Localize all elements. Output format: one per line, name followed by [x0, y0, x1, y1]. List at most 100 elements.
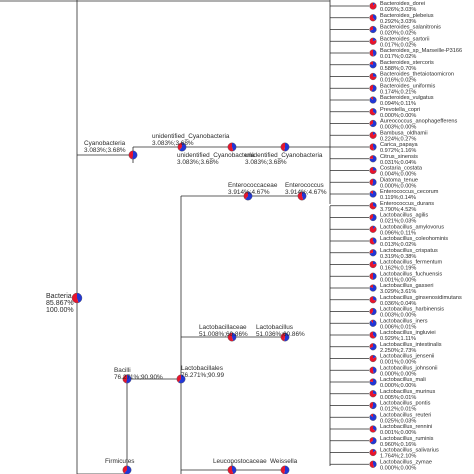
pie-slice: [373, 143, 377, 151]
pie-outline: [369, 331, 377, 339]
pie-slice: [373, 355, 377, 359]
node-name: Firmicutes: [105, 458, 134, 465]
pie-slice: [122, 374, 127, 384]
leaf-value: 0.001%;0.00%: [380, 430, 416, 436]
pie-slice: [373, 49, 377, 57]
node-pie-icon: [369, 366, 377, 374]
node-pie-icon: [369, 61, 377, 69]
node-value: 3.914%;4.67%: [285, 189, 327, 196]
pie-slice: [132, 150, 138, 160]
node-name: Enterococcaceae: [228, 182, 278, 189]
leaf-name: Lactobacillus_gasseri: [380, 283, 433, 289]
pie-outline: [369, 401, 377, 410]
pie-slice: [369, 155, 377, 163]
node-pie-icon: [369, 284, 377, 292]
leaf-name: Lactobacillus_iners: [380, 318, 428, 324]
node-name: Bacteria: [46, 293, 72, 300]
node-value: 76.271%;90.90%: [114, 374, 163, 381]
pie-outline: [369, 49, 377, 57]
leaf-value: 0.017%;0.02%: [380, 42, 416, 48]
pie-slice: [369, 178, 373, 186]
pie-outline: [369, 143, 377, 151]
pie-outline: [227, 142, 237, 152]
pie-slice: [373, 167, 377, 171]
pie-outline: [297, 191, 307, 201]
pie-slice: [373, 261, 377, 265]
pie-outline: [369, 72, 377, 81]
leaf-name: Costaria_costata: [380, 166, 423, 172]
leaf-value: 0.001%;0.00%: [380, 277, 416, 283]
leaf-name: Bacteroides_dorei: [380, 1, 425, 7]
leaf-name: Lactobacillus_coleohominis: [380, 236, 448, 242]
node-pie-icon: [369, 119, 377, 128]
pie-slice: [373, 296, 377, 301]
node-pie-icon: [122, 465, 132, 474]
node-name: unidentified_Cyanobacteria: [245, 152, 323, 159]
node-name: Lactobacillales: [181, 365, 223, 372]
leaf-value: 0.003%;0.00%: [380, 313, 416, 319]
leaf-value: 0.021%;0.03%: [380, 219, 416, 225]
pie-slice: [284, 465, 290, 474]
pie-slice: [369, 49, 374, 57]
leaf-name: Bacteroides_thetaiotaomicron: [380, 72, 454, 78]
leaf-name: Bacteroides_salanitronis: [380, 25, 441, 31]
pie-slice: [369, 37, 377, 45]
node-pie-icon: [369, 343, 377, 351]
pie-outline: [71, 292, 83, 304]
pie-outline: [369, 437, 377, 445]
leaf-name: Lactobacillus_zymae: [380, 459, 432, 465]
pie-slice: [369, 108, 376, 116]
leaf-name: Lactobacillus_johnsonii: [380, 365, 438, 371]
pie-slice: [232, 332, 237, 341]
node-name: unidentified_Cyanobacteria: [177, 152, 255, 159]
pie-slice: [227, 465, 234, 474]
leaf-value: 0.026%;3.03%: [380, 7, 416, 13]
leaf-name: Lactobacillus_agilis: [380, 213, 428, 219]
pie-slice: [122, 465, 127, 474]
leaf-value: 0.292%;3.03%: [380, 19, 416, 25]
leaf-name: Bacteroides_sp_Marseille-P3166: [380, 48, 462, 54]
pie-outline: [369, 354, 377, 363]
node-value: 3.083%;3.68%: [177, 159, 219, 166]
tree-labels: Bacteria85.867%100.00%Cyanobacteria3.083…: [46, 1, 462, 471]
pie-outline: [280, 332, 290, 342]
pie-slice: [369, 296, 377, 304]
node-pie-icon: [369, 25, 377, 34]
leaf-name: Lactobacillus_murinus: [380, 389, 436, 395]
pie-slice: [373, 37, 377, 42]
pie-outline: [369, 25, 377, 34]
pie-slice: [370, 190, 373, 194]
node-pie-icon: [369, 378, 377, 386]
node-value: 76.271%;90.99: [181, 372, 224, 379]
leaf-name: Carica_papaya: [380, 142, 419, 148]
leaf-name: Lactobacillus_ingluviei: [380, 330, 436, 336]
pie-outline: [369, 272, 377, 280]
node-pie-icon: [369, 96, 377, 104]
pie-outline: [227, 332, 237, 342]
pie-slice: [369, 390, 377, 398]
pie-slice: [369, 73, 377, 80]
pie-slice: [370, 96, 373, 100]
node-pie-icon: [369, 425, 377, 433]
leaf-value: 0.004%;0.00%: [380, 172, 416, 178]
pie-outline: [369, 319, 377, 327]
leaf-value: 0.096%;0.11%: [380, 230, 416, 236]
pie-outline: [369, 378, 377, 386]
leaf-name: Citrus_sinensis: [380, 154, 418, 160]
pie-slice: [243, 191, 248, 200]
pie-outline: [369, 131, 377, 139]
leaf-value: 0.929%;1.11%: [380, 336, 416, 342]
node-pie-icon: [280, 142, 290, 152]
leaf-value: 1.764%;2.10%: [380, 454, 416, 460]
node-pie-icon: [369, 84, 377, 92]
leaf-value: 0.031%;0.04%: [380, 160, 416, 166]
node-pie-icon: [369, 413, 377, 421]
pie-slice: [369, 460, 375, 468]
node-pie-icon: [369, 155, 377, 163]
node-name: Weissella: [270, 458, 298, 465]
pie-slice: [179, 142, 187, 152]
pie-outline: [243, 191, 253, 201]
pie-slice: [371, 308, 377, 315]
leaf-name: Enterococcus_durans: [380, 201, 434, 207]
node-value: 85.867%: [46, 300, 74, 307]
